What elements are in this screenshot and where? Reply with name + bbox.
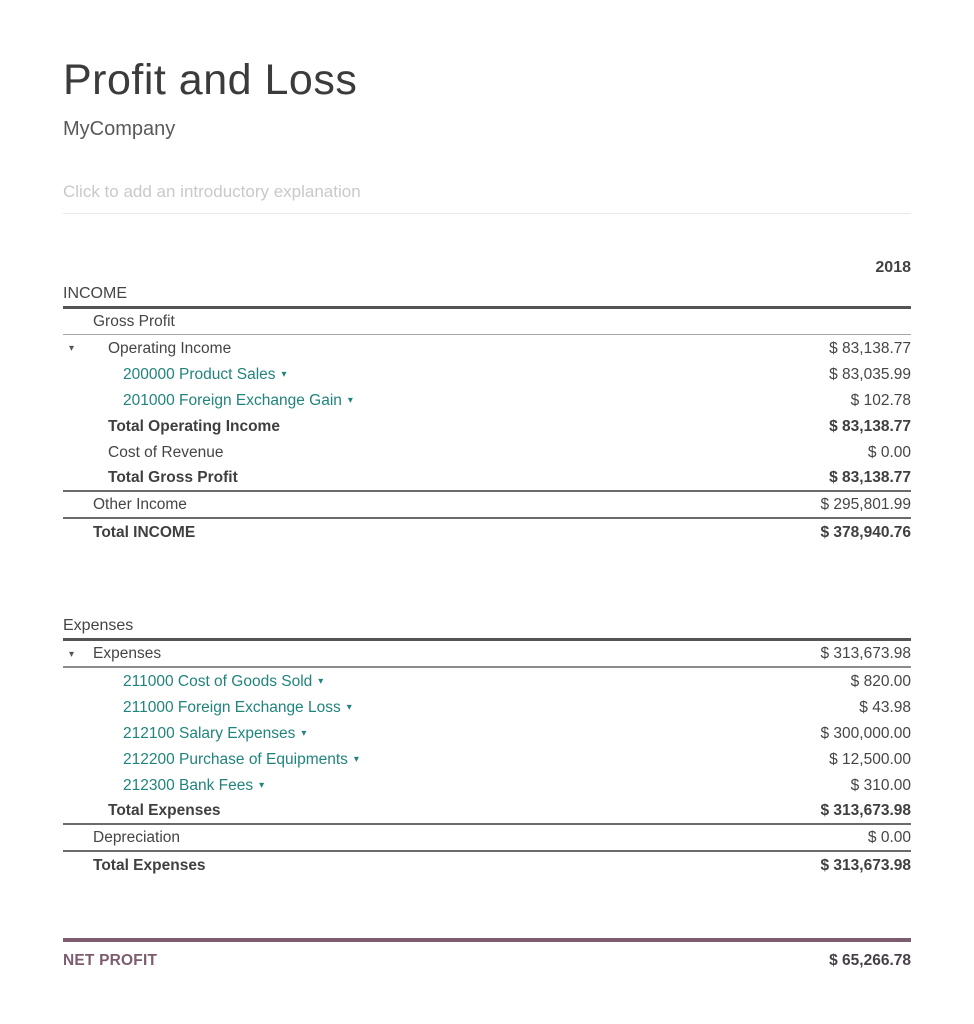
- total-expenses-label: Total Expenses: [93, 857, 206, 874]
- total-gross-profit-label: Total Gross Profit: [108, 469, 238, 486]
- operating-income-amount: $ 83,138.77: [829, 340, 911, 357]
- caret-down-icon[interactable]: ▾: [318, 676, 324, 687]
- account-212100-salary-expenses-amount: $ 300,000.00: [820, 725, 911, 742]
- row-total-expenses-sub: Total Expenses $ 313,673.98: [63, 798, 911, 825]
- caret-down-icon[interactable]: ▾: [69, 343, 75, 354]
- total-operating-income-label: Total Operating Income: [108, 418, 280, 435]
- company-name: MyCompany: [63, 118, 176, 140]
- income-header-label: INCOME: [63, 285, 127, 302]
- account-201000-foreign-exchange-gain-amount: $ 102.78: [850, 392, 911, 409]
- net-profit-block: NET PROFIT $ 65,266.78: [63, 938, 911, 974]
- row-account-211000-cost-of-goods-sold[interactable]: 211000 Cost of Goods Sold ▾ $ 820.00: [63, 668, 911, 694]
- total-gross-profit-amount: $ 83,138.77: [829, 469, 911, 486]
- row-total-operating-income: Total Operating Income $ 83,138.77: [63, 413, 911, 439]
- caret-down-icon[interactable]: ▾: [353, 754, 359, 765]
- expenses-section: Expenses ▾ Expenses $ 313,673.98 211000 Cost…: [63, 613, 911, 878]
- account-212300-bank-fees-label[interactable]: 212300 Bank Fees ▾: [123, 777, 265, 794]
- operating-income-label: Operating Income: [108, 340, 232, 357]
- row-income-header: INCOME: [63, 281, 911, 309]
- caret-down-icon[interactable]: ▾: [301, 728, 307, 739]
- row-gross-profit: Gross Profit: [63, 309, 911, 335]
- row-other-income: Other Income $ 295,801.99: [63, 492, 911, 519]
- report-table: 2018 INCOME Gross Profit ▾ Operating Income…: [63, 255, 911, 974]
- account-211000-foreign-exchange-loss-label[interactable]: 211000 Foreign Exchange Loss ▾: [123, 699, 352, 716]
- total-income-amount: $ 378,940.76: [820, 524, 911, 541]
- caret-down-icon[interactable]: ▾: [259, 780, 265, 791]
- net-profit-amount: $ 65,266.78: [829, 952, 911, 969]
- account-212100-salary-expenses-label[interactable]: 212100 Salary Expenses ▾: [123, 725, 307, 742]
- account-212200-purchase-of-equipments-amount: $ 12,500.00: [829, 751, 911, 768]
- row-operating-income[interactable]: ▾ Operating Income $ 83,138.77: [63, 335, 911, 361]
- account-200000-product-sales-amount: $ 83,035.99: [829, 366, 911, 383]
- account-200000-product-sales-label[interactable]: 200000 Product Sales ▾: [123, 366, 287, 383]
- caret-down-icon[interactable]: ▾: [281, 369, 287, 380]
- cost-of-revenue-label: Cost of Revenue: [108, 444, 224, 461]
- account-211000-cost-of-goods-sold-amount: $ 820.00: [850, 673, 911, 690]
- total-expenses-sub-amount: $ 313,673.98: [820, 802, 911, 819]
- page-title: Profit and Loss: [63, 56, 358, 104]
- net-profit-separator: [63, 938, 911, 942]
- caret-down-icon[interactable]: ▾: [346, 702, 352, 713]
- caret-down-icon[interactable]: ▾: [347, 395, 353, 406]
- row-account-211000-foreign-exchange-loss[interactable]: 211000 Foreign Exchange Loss ▾ $ 43.98: [63, 694, 911, 720]
- net-profit-label: NET PROFIT: [63, 952, 158, 969]
- total-expenses-sub-label: Total Expenses: [108, 802, 221, 819]
- account-201000-foreign-exchange-gain-label[interactable]: 201000 Foreign Exchange Gain ▾: [123, 392, 353, 409]
- row-total-expenses: Total Expenses $ 313,673.98: [63, 852, 911, 878]
- account-211000-cost-of-goods-sold-label[interactable]: 211000 Cost of Goods Sold ▾: [123, 673, 324, 690]
- row-account-201000-foreign-exchange-gain[interactable]: 201000 Foreign Exchange Gain ▾ $ 102.78: [63, 387, 911, 413]
- row-total-income: Total INCOME $ 378,940.76: [63, 519, 911, 545]
- row-total-gross-profit: Total Gross Profit $ 83,138.77: [63, 465, 911, 492]
- net-profit-row: NET PROFIT $ 65,266.78: [63, 948, 911, 974]
- total-operating-income-amount: $ 83,138.77: [829, 418, 911, 435]
- row-cost-of-revenue: Cost of Revenue $ 0.00: [63, 439, 911, 465]
- row-account-200000-product-sales[interactable]: 200000 Product Sales ▾ $ 83,035.99: [63, 361, 911, 387]
- row-account-212300-bank-fees[interactable]: 212300 Bank Fees ▾ $ 310.00: [63, 772, 911, 798]
- account-211000-foreign-exchange-loss-amount: $ 43.98: [859, 699, 911, 716]
- depreciation-label: Depreciation: [93, 829, 181, 846]
- account-212300-bank-fees-amount: $ 310.00: [850, 777, 911, 794]
- intro-explanation-field[interactable]: Click to add an introductory explanation: [63, 182, 911, 214]
- row-account-212100-salary-expenses[interactable]: 212100 Salary Expenses ▾ $ 300,000.00: [63, 720, 911, 746]
- total-expenses-amount: $ 313,673.98: [820, 857, 911, 874]
- row-expenses-header: Expenses: [63, 613, 911, 641]
- account-212200-purchase-of-equipments-label[interactable]: 212200 Purchase of Equipments ▾: [123, 751, 359, 768]
- caret-down-icon[interactable]: ▾: [69, 649, 75, 660]
- period-column-header: 2018: [875, 259, 911, 276]
- row-expenses-group[interactable]: ▾ Expenses $ 313,673.98: [63, 641, 911, 668]
- expenses-header-label: Expenses: [63, 617, 134, 634]
- other-income-amount: $ 295,801.99: [820, 496, 911, 513]
- income-section: INCOME Gross Profit ▾ Operating Income $ 83,…: [63, 281, 911, 545]
- cost-of-revenue-amount: $ 0.00: [867, 444, 911, 461]
- row-depreciation: Depreciation $ 0.00: [63, 825, 911, 852]
- gross-profit-label: Gross Profit: [93, 313, 175, 330]
- depreciation-amount: $ 0.00: [867, 829, 911, 846]
- expenses-group-label: Expenses: [93, 645, 162, 662]
- row-account-212200-purchase-of-equipments[interactable]: 212200 Purchase of Equipments ▾ $ 12,500.0…: [63, 746, 911, 772]
- expenses-group-amount: $ 313,673.98: [820, 645, 911, 662]
- other-income-label: Other Income: [93, 496, 187, 513]
- total-income-label: Total INCOME: [93, 524, 196, 541]
